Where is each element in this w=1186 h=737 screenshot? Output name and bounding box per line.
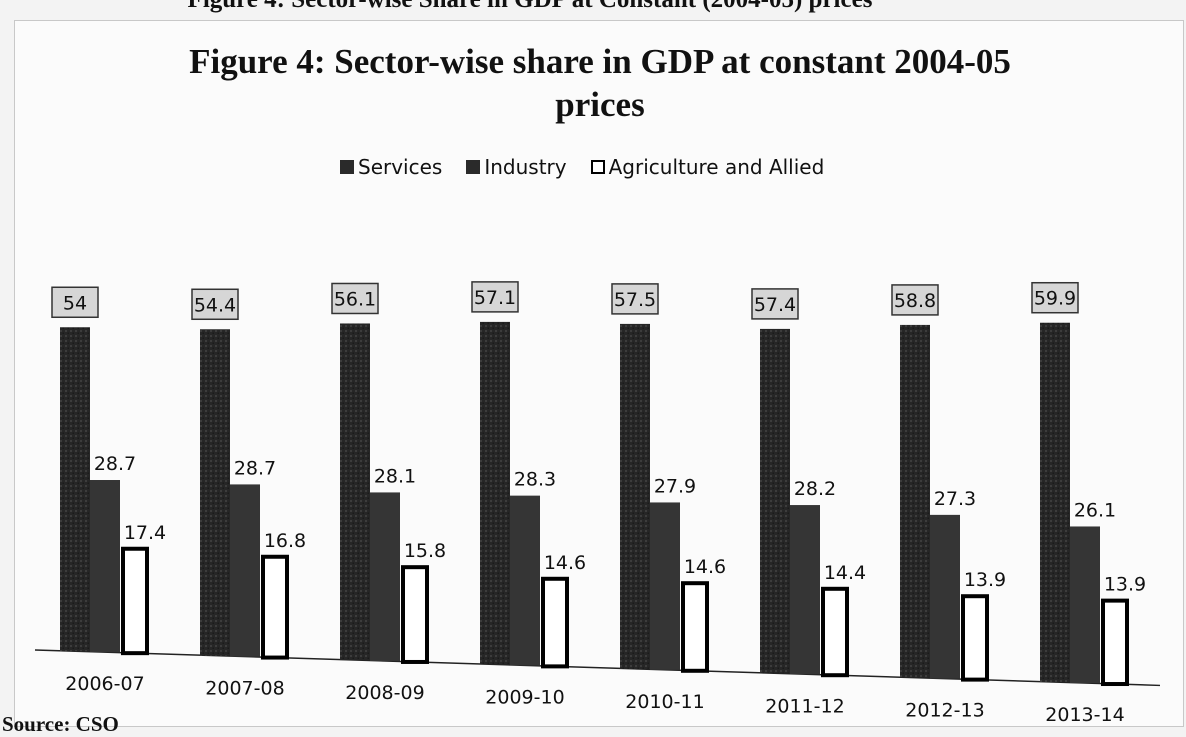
data-label-services-2012-13: 58.8 — [894, 290, 936, 312]
data-label-industry-2009-10: 28.3 — [514, 469, 556, 491]
data-label-industry-2011-12: 28.2 — [794, 478, 836, 500]
bar-services-2013-14 — [1040, 322, 1070, 683]
data-label-agriculture-and-allied-2011-12: 14.4 — [824, 562, 866, 584]
x-tick-label-2008-09: 2008-09 — [345, 682, 424, 704]
bar-agriculture-and-allied-2013-14 — [1101, 598, 1129, 687]
legend-swatch-services — [340, 160, 354, 174]
page-caption: Figure 4: Sector-wise Share in GDP at Co… — [0, 0, 1060, 14]
legend-item-agriculture: Agriculture and Allied — [590, 155, 825, 179]
bar-services-2012-13 — [900, 324, 930, 678]
data-label-box-services-2009-10 — [471, 281, 519, 313]
data-label-services-2011-12: 57.4 — [754, 294, 796, 316]
chart-title: Figure 4: Sector-wise share in GDP at co… — [160, 40, 1040, 126]
data-label-agriculture-and-allied-2012-13: 13.9 — [964, 569, 1006, 591]
source-note: Source: CSO — [2, 712, 119, 736]
data-label-industry-2006-07: 28.7 — [94, 453, 136, 475]
legend-label-agriculture: Agriculture and Allied — [608, 155, 825, 179]
x-tick-label-2010-11: 2010-11 — [625, 691, 704, 713]
bar-agriculture-and-allied-2011-12 — [821, 586, 849, 678]
bar-services-2006-07 — [60, 327, 90, 652]
bar-agriculture-and-allied-2006-07 — [121, 546, 149, 656]
legend-label-industry: Industry — [484, 155, 567, 179]
data-label-agriculture-and-allied-2013-14: 13.9 — [1104, 574, 1146, 596]
data-label-box-services-2010-11 — [611, 283, 659, 315]
x-tick-label-2012-13: 2012-13 — [905, 700, 984, 722]
chart-title-line-1: Figure 4: Sector-wise share in GDP at co… — [189, 42, 1011, 81]
chart-title-line-2: prices — [555, 85, 645, 124]
data-label-box-services-2007-08 — [191, 288, 239, 321]
data-label-agriculture-and-allied-2007-08: 16.8 — [264, 530, 306, 552]
x-tick-label-2009-10: 2009-10 — [485, 686, 564, 708]
data-label-services-2010-11: 57.5 — [614, 289, 656, 311]
bar-agriculture-and-allied-2008-09 — [401, 565, 429, 664]
bar-industry-2008-09 — [370, 492, 400, 662]
x-tick-label-2007-08: 2007-08 — [205, 678, 284, 700]
data-label-agriculture-and-allied-2009-10: 14.6 — [544, 552, 586, 574]
data-label-industry-2010-11: 27.9 — [654, 475, 696, 497]
bar-industry-2013-14 — [1070, 526, 1100, 684]
bar-industry-2010-11 — [650, 502, 680, 670]
x-tick-label-2011-12: 2011-12 — [765, 695, 844, 717]
legend-label-services: Services — [358, 155, 443, 179]
x-tick-label-2013-14: 2013-14 — [1045, 704, 1124, 726]
data-label-box-services-2006-07 — [51, 286, 99, 319]
legend-swatch-agriculture — [590, 160, 605, 174]
bar-agriculture-and-allied-2009-10 — [541, 576, 569, 669]
bar-services-2011-12 — [760, 328, 790, 674]
legend-item-services: Services — [340, 155, 442, 179]
data-label-box-services-2008-09 — [331, 282, 379, 315]
data-label-industry-2007-08: 28.7 — [234, 457, 276, 479]
data-label-services-2008-09: 56.1 — [334, 288, 376, 310]
bar-agriculture-and-allied-2007-08 — [261, 554, 289, 660]
bar-services-2008-09 — [340, 323, 370, 661]
bar-industry-2006-07 — [90, 480, 120, 653]
bar-services-2009-10 — [480, 321, 510, 665]
bar-industry-2007-08 — [230, 484, 260, 657]
data-label-industry-2013-14: 26.1 — [1074, 499, 1116, 521]
bar-industry-2009-10 — [510, 495, 540, 666]
data-label-agriculture-and-allied-2006-07: 17.4 — [124, 522, 166, 544]
data-label-box-services-2012-13 — [891, 284, 939, 316]
data-label-services-2006-07: 54 — [63, 292, 87, 314]
legend-item-industry: Industry — [466, 155, 567, 179]
data-label-services-2007-08: 54.4 — [194, 294, 236, 316]
data-label-box-services-2013-14 — [1031, 281, 1079, 314]
bar-agriculture-and-allied-2010-11 — [681, 581, 709, 673]
data-label-agriculture-and-allied-2010-11: 14.6 — [684, 556, 726, 578]
data-label-services-2013-14: 59.9 — [1034, 288, 1076, 310]
data-label-agriculture-and-allied-2008-09: 15.8 — [404, 540, 446, 562]
data-label-industry-2012-13: 27.3 — [934, 488, 976, 510]
legend-swatch-industry — [466, 160, 481, 174]
bar-industry-2012-13 — [930, 514, 960, 679]
x-tick-label-2006-07: 2006-07 — [65, 673, 144, 695]
data-label-box-services-2011-12 — [751, 288, 799, 320]
bar-services-2007-08 — [200, 329, 230, 656]
bar-services-2010-11 — [620, 323, 650, 669]
bar-agriculture-and-allied-2012-13 — [961, 594, 989, 682]
data-label-services-2009-10: 57.1 — [474, 287, 516, 309]
bar-industry-2011-12 — [790, 505, 820, 675]
chart-legend: Services Industry Agriculture and Allied — [340, 150, 880, 184]
data-label-industry-2008-09: 28.1 — [374, 465, 416, 487]
